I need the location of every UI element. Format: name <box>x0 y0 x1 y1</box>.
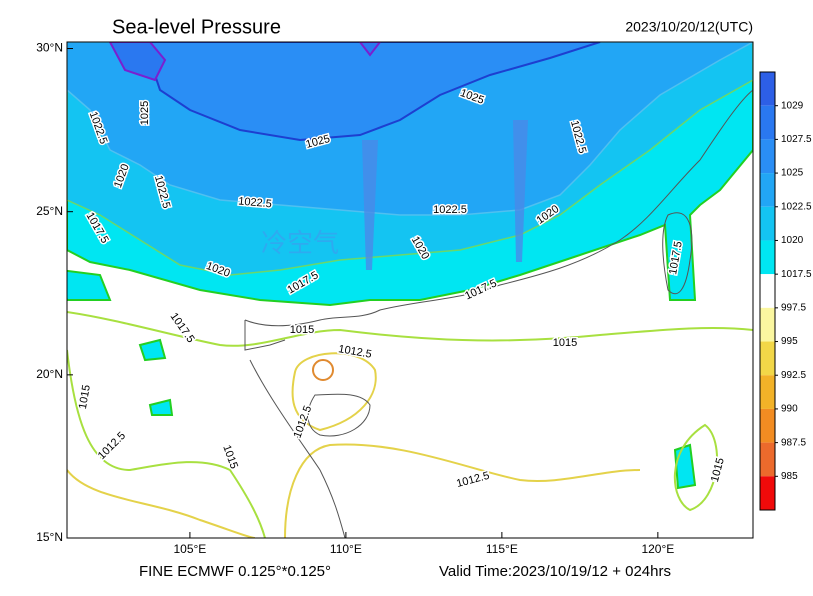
colorbar-band <box>760 139 775 174</box>
init-time: 2023/10/20/12(UTC) <box>625 19 753 35</box>
colorbar-label: 987.5 <box>781 437 806 448</box>
colorbar-frame <box>759 71 776 511</box>
colorbar-label: 1022.5 <box>781 201 812 212</box>
contour-label: 1025 <box>139 101 151 125</box>
colorbar: 1029 1027.5 1025 1022.5 1020 1017.5 997.5 995 99… <box>759 71 812 511</box>
contour-label: 1015 <box>290 324 314 336</box>
valid-time: Valid Time:2023/10/19/12 + 024hrs <box>439 563 671 580</box>
y-tick-label: 15°N <box>36 530 63 544</box>
colorbar-band <box>760 442 775 477</box>
colorbar-band <box>760 375 775 409</box>
contour-label: 1015 <box>553 337 577 349</box>
colorbar-band <box>760 72 775 106</box>
y-tick-label: 25°N <box>36 204 63 218</box>
model-label: FINE ECMWF 0.125°*0.125° <box>139 563 331 580</box>
colorbar-label: 992.5 <box>781 370 806 381</box>
y-tick-label: 30°N <box>36 41 63 55</box>
colorbar-label: 1029 <box>781 100 804 111</box>
colorbar-band <box>760 307 775 342</box>
x-tick-label: 110°E <box>330 542 362 556</box>
colorbar-band <box>760 408 775 443</box>
map-fill <box>67 42 753 538</box>
y-tick-label: 20°N <box>36 367 63 381</box>
colorbar-label: 1017.5 <box>781 269 812 280</box>
colorbar-label: 995 <box>781 336 798 347</box>
colorbar-band <box>760 240 775 275</box>
map-frame <box>66 41 754 539</box>
colorbar-label: 1025 <box>781 168 804 179</box>
colorbar-label: 1027.5 <box>781 134 812 145</box>
annotation: 冷空气 <box>261 228 339 258</box>
colorbar-band <box>760 105 775 140</box>
colorbar-band <box>760 341 775 376</box>
colorbar-band <box>760 274 775 308</box>
x-tick-label: 120°E <box>641 542 674 556</box>
colorbar-label: 1020 <box>781 235 804 246</box>
x-tick-label: 105°E <box>173 542 206 556</box>
contour-label: 1022.5 <box>238 195 273 210</box>
colorbar-label: 990 <box>781 404 798 415</box>
colorbar-label: 985 <box>781 471 798 482</box>
map-title: Sea-level Pressure <box>112 16 281 38</box>
contour-label: 1015 <box>77 384 93 410</box>
colorbar-label: 997.5 <box>781 302 806 313</box>
colorbar-band <box>760 206 775 241</box>
x-tick-label: 115°E <box>486 542 518 556</box>
contour-label: 1022.5 <box>433 204 467 216</box>
colorbar-band <box>760 173 775 207</box>
colorbar-band <box>760 476 775 510</box>
